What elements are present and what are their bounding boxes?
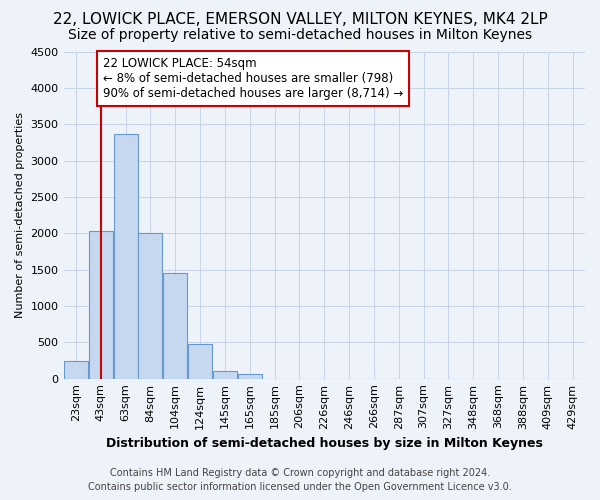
Text: 22, LOWICK PLACE, EMERSON VALLEY, MILTON KEYNES, MK4 2LP: 22, LOWICK PLACE, EMERSON VALLEY, MILTON… xyxy=(53,12,547,28)
Bar xyxy=(64,360,88,378)
Bar xyxy=(113,134,137,378)
Text: Size of property relative to semi-detached houses in Milton Keynes: Size of property relative to semi-detach… xyxy=(68,28,532,42)
Bar xyxy=(139,234,163,378)
Bar xyxy=(188,344,212,378)
Text: 22 LOWICK PLACE: 54sqm
← 8% of semi-detached houses are smaller (798)
90% of sem: 22 LOWICK PLACE: 54sqm ← 8% of semi-deta… xyxy=(103,58,403,100)
Bar xyxy=(213,372,237,378)
Bar xyxy=(238,374,262,378)
X-axis label: Distribution of semi-detached houses by size in Milton Keynes: Distribution of semi-detached houses by … xyxy=(106,437,543,450)
Text: Contains HM Land Registry data © Crown copyright and database right 2024.
Contai: Contains HM Land Registry data © Crown c… xyxy=(88,468,512,492)
Bar xyxy=(89,231,113,378)
Bar xyxy=(163,272,187,378)
Y-axis label: Number of semi-detached properties: Number of semi-detached properties xyxy=(15,112,25,318)
